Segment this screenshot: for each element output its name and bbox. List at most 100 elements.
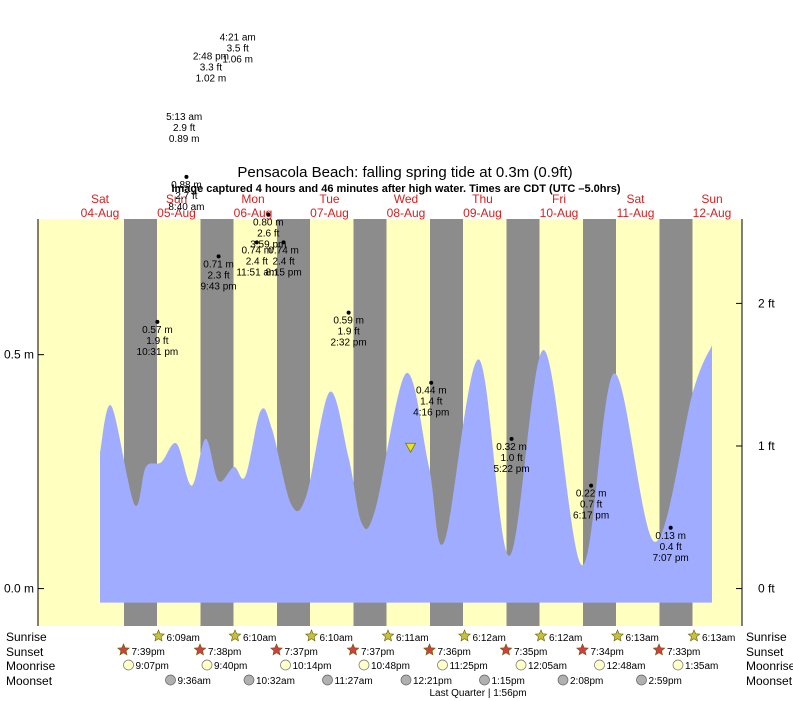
sunrise-time: 6:11am	[396, 633, 429, 644]
moonset-icon	[636, 674, 647, 686]
tide-label-text: 6:17 pm	[573, 511, 609, 522]
moonset-label-left: Moonset	[6, 674, 53, 688]
y-tick-label-m: 0.0 m	[4, 582, 34, 596]
sunset-time: 7:35pm	[514, 647, 547, 658]
tide-label-text: 2.9 ft	[173, 123, 195, 134]
sunrise-icon	[152, 629, 165, 642]
moonset-icon	[243, 674, 255, 686]
day-name: Sun	[166, 192, 187, 206]
sunset-icon	[270, 643, 283, 656]
tide-label-text: 11:51 am	[236, 267, 277, 278]
tide-label-text: 9:43 pm	[201, 281, 237, 292]
moonset-icon	[400, 674, 412, 686]
day-date: 08-Aug	[387, 206, 426, 220]
sunrise-time: 6:12am	[549, 633, 582, 644]
tide-label-dot	[184, 174, 189, 179]
sunrise-time: 6:13am	[702, 633, 735, 644]
sunrise-label-left: Sunrise	[6, 630, 47, 644]
sunset-time: 7:37pm	[285, 647, 318, 658]
moonset-icon	[479, 674, 490, 686]
moonrise-icon	[515, 659, 527, 671]
moonrise-label-right: Moonrise	[746, 659, 793, 673]
day-name: Sat	[91, 192, 110, 206]
tide-label-dot	[281, 240, 286, 245]
tide-label-text: 0.88 m	[171, 180, 202, 191]
sunset-icon	[576, 643, 589, 656]
tide-label-text: 2.6 ft	[257, 228, 279, 239]
tide-label-text: 1.06 m	[222, 55, 253, 66]
tide-label-text: 7:07 pm	[653, 553, 689, 564]
sunset-icon	[499, 643, 513, 656]
sunrise-icon	[381, 629, 395, 642]
day-date: 12-Aug	[693, 206, 732, 220]
tide-label-text: 4:21 am	[220, 33, 256, 44]
y-tick-label-m: 0.5 m	[4, 348, 34, 362]
tide-label-text: 3:59 pm	[250, 239, 286, 250]
tide-label-text: 1.02 m	[196, 73, 227, 84]
sunrise-time: 6:10am	[320, 633, 353, 644]
moonset-icon	[165, 674, 176, 686]
moonset-icon	[322, 674, 333, 686]
sunset-label-left: Sunset	[6, 645, 44, 659]
tide-label-text: 5:13 am	[166, 112, 202, 123]
moonrise-time: 12:05am	[528, 661, 567, 672]
tide-label-text: 0.59 m	[333, 316, 364, 327]
tide-label-text: 0.89 m	[169, 134, 200, 145]
day-date: 07-Aug	[310, 206, 349, 220]
sunset-time: 7:36pm	[438, 647, 471, 658]
day-name: Thu	[472, 192, 493, 206]
moonset-icon	[557, 674, 569, 686]
tide-label-text: 1.0 ft	[500, 453, 522, 464]
moonset-time: 1:15pm	[492, 676, 525, 687]
sunrise-icon	[611, 629, 624, 642]
moonrise-time: 9:40pm	[214, 661, 247, 672]
moonrise-icon	[280, 659, 291, 671]
sunset-time: 7:33pm	[667, 647, 700, 658]
day-name: Sun	[701, 192, 722, 206]
moonrise-time: 12:48am	[607, 661, 646, 672]
sunrise-time: 6:12am	[473, 633, 506, 644]
sunrise-icon	[458, 629, 471, 642]
sunset-icon	[193, 643, 207, 656]
moonset-time: 10:32am	[256, 676, 295, 687]
sunrise-label-right: Sunrise	[746, 630, 787, 644]
moon-phase: Last Quarter | 1:56pm	[429, 688, 526, 699]
sunset-icon	[346, 643, 360, 656]
sunrise-time: 6:13am	[626, 633, 659, 644]
day-name: Fri	[552, 192, 566, 206]
moonrise-label-left: Moonrise	[6, 659, 56, 673]
day-name: Mon	[241, 192, 264, 206]
tide-area	[100, 345, 712, 603]
tide-label-text: 2.3 ft	[207, 270, 229, 281]
day-date: 06-Aug	[234, 206, 273, 220]
tide-label-text: 1.9 ft	[146, 336, 168, 347]
moonset-time: 9:36am	[178, 676, 211, 687]
tide-label-text: 0.71 m	[203, 259, 234, 270]
moonrise-icon	[358, 659, 370, 671]
tide-label-text: 0.13 m	[655, 531, 686, 542]
sunrise-icon	[228, 629, 242, 642]
sunset-icon	[423, 643, 436, 656]
sunset-label-right: Sunset	[746, 645, 784, 659]
tide-label-text: 0.80 m	[253, 217, 284, 228]
tide-label-text: 8:40 am	[168, 202, 204, 213]
moonset-time: 11:27am	[335, 676, 373, 687]
sunrise-time: 6:09am	[167, 633, 200, 644]
day-name: Tue	[319, 192, 340, 206]
tide-label-dot	[254, 240, 259, 245]
moonset-time: 2:59pm	[649, 676, 682, 687]
sunset-icon	[117, 643, 130, 656]
sunrise-icon	[534, 629, 548, 642]
tide-label-dot	[429, 380, 434, 385]
tide-label-text: 2:48 pm	[193, 51, 229, 62]
tide-label-text: 2:32 pm	[331, 338, 367, 349]
day-date: 11-Aug	[617, 206, 655, 220]
moonrise-icon	[672, 659, 684, 671]
chart-subtitle: Image captured 4 hours and 46 minutes af…	[171, 183, 620, 195]
moonrise-time: 10:48pm	[371, 661, 410, 672]
tide-label-text: 0.74 m	[242, 245, 273, 256]
moonrise-time: 10:14pm	[293, 661, 332, 672]
y-tick-label-ft: 2 ft	[758, 296, 775, 310]
tide-label-text: 2.7 ft	[175, 191, 197, 202]
moonrise-time: 9:07pm	[136, 661, 169, 672]
